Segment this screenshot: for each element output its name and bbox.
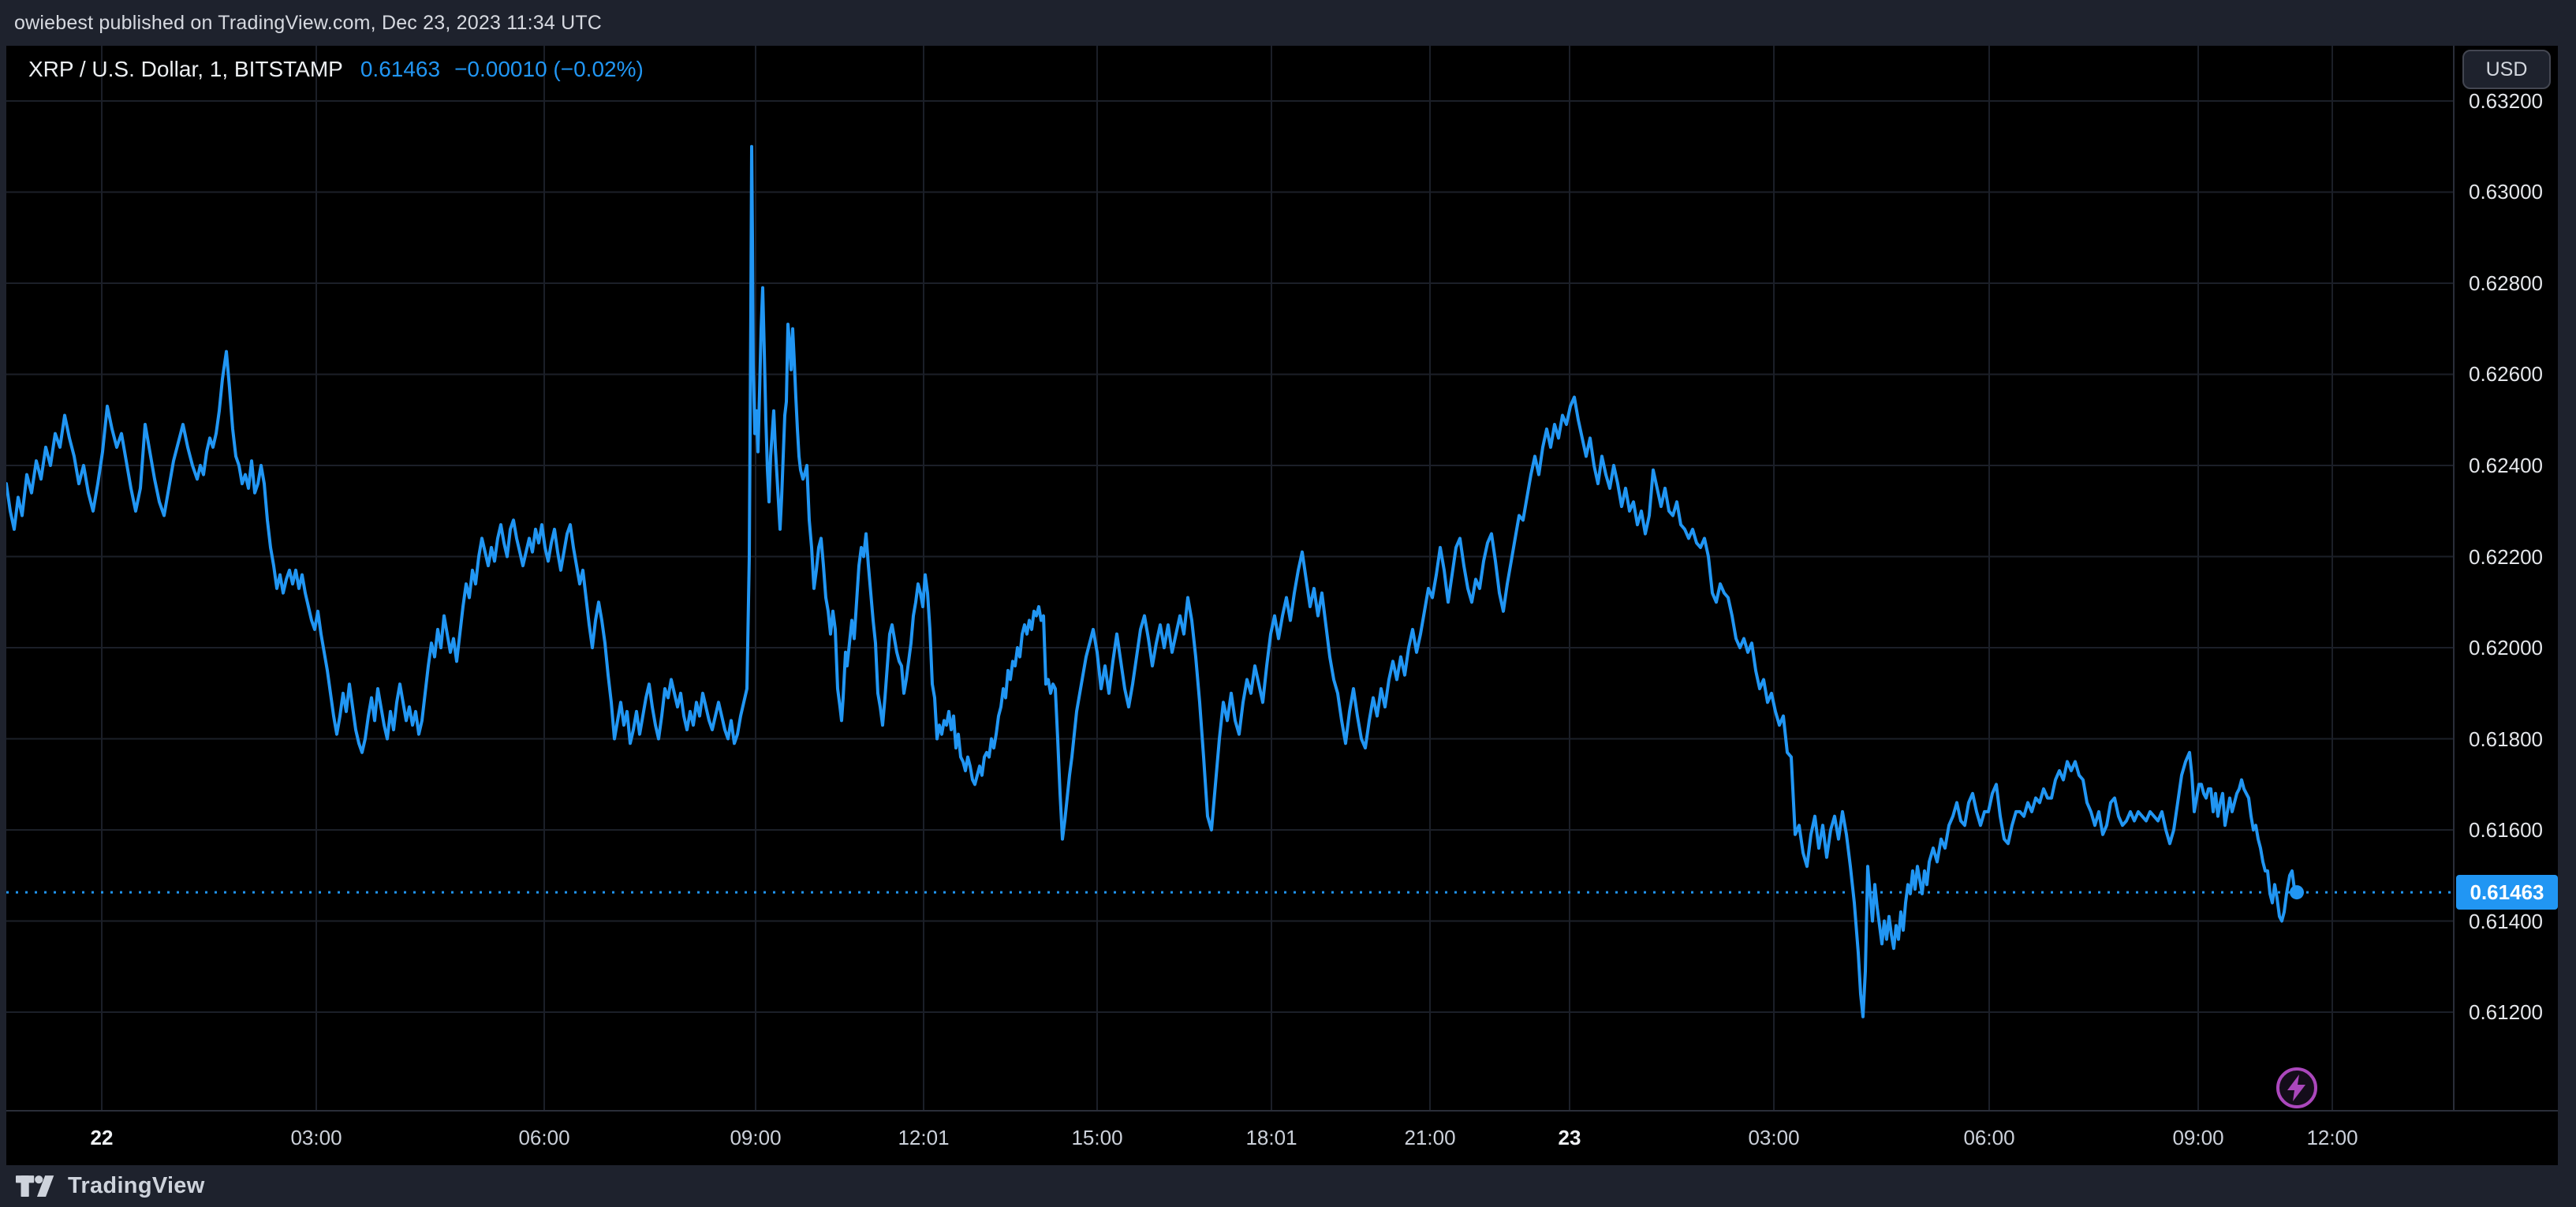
- y-axis-label: 0.62400: [2469, 454, 2543, 477]
- x-axis-label: 22: [90, 1126, 114, 1149]
- y-axis-label: 0.63000: [2469, 180, 2543, 204]
- chart-pane[interactable]: XRP / U.S. Dollar, 1, BITSTAMP 0.61463 −…: [6, 46, 2453, 1110]
- x-axis-label: 12:00: [2306, 1126, 2358, 1149]
- currency-button-label: USD: [2485, 58, 2528, 80]
- x-axis-label: 06:00: [1963, 1126, 2015, 1149]
- y-axis-label: 0.61600: [2469, 818, 2543, 842]
- y-axis-label: 0.61200: [2469, 1000, 2543, 1024]
- tradingview-brand-name: TradingView: [68, 1173, 205, 1198]
- x-axis-label: 06:00: [518, 1126, 570, 1149]
- chart-legend: XRP / U.S. Dollar, 1, BITSTAMP 0.61463 −…: [28, 55, 644, 84]
- legend-change: −0.00010 (−0.02%): [454, 57, 644, 81]
- y-axis-label: 0.62000: [2469, 636, 2543, 660]
- attribution-bar: owiebest published on TradingView.com, D…: [0, 0, 2576, 46]
- attribution-text: owiebest published on TradingView.com, D…: [14, 11, 603, 34]
- x-axis-label: 21:00: [1404, 1126, 1456, 1149]
- price-chart-svg: [6, 46, 2453, 1110]
- last-price-tag: 0.61463: [2456, 875, 2558, 910]
- y-axis-label: 0.61800: [2469, 727, 2543, 751]
- x-axis-label: 09:00: [730, 1126, 782, 1149]
- tradingview-logo-icon: [16, 1175, 54, 1197]
- footer-bar: TradingView: [0, 1165, 2576, 1207]
- x-axis-label: 18:01: [1245, 1126, 1297, 1149]
- y-axis-label: 0.62600: [2469, 362, 2543, 386]
- currency-button[interactable]: USD: [2462, 50, 2551, 89]
- y-axis-label: 0.62800: [2469, 271, 2543, 295]
- x-axis-label: 03:00: [290, 1126, 342, 1149]
- y-axis-label: 0.61400: [2469, 910, 2543, 933]
- tradingview-brand-link[interactable]: TradingView: [16, 1173, 205, 1199]
- price-scale[interactable]: USD 0.61463 0.63200 0.63000 0.62800 0.62600…: [2453, 46, 2558, 1110]
- price-line: [6, 144, 2298, 1018]
- x-axis-label: 23: [1558, 1126, 1581, 1149]
- lightning-icon[interactable]: [2275, 1066, 2319, 1110]
- x-axis-label: 15:00: [1071, 1126, 1123, 1149]
- y-axis-label: 0.63200: [2469, 89, 2543, 113]
- last-price-tag-value: 0.61463: [2470, 880, 2544, 904]
- x-axis-label: 03:00: [1748, 1126, 1800, 1149]
- time-axis[interactable]: 22 03:00 06:00 09:00 12:01 15:00 18:01 21:00 23 0…: [6, 1110, 2558, 1165]
- x-axis-label: 09:00: [2172, 1126, 2224, 1149]
- symbol-title: XRP / U.S. Dollar, 1, BITSTAMP: [28, 57, 343, 81]
- price-line-end-dot: [2290, 885, 2304, 900]
- legend-last-price: 0.61463: [360, 57, 441, 81]
- x-axis-label: 12:01: [898, 1126, 950, 1149]
- y-axis-label: 0.62200: [2469, 545, 2543, 569]
